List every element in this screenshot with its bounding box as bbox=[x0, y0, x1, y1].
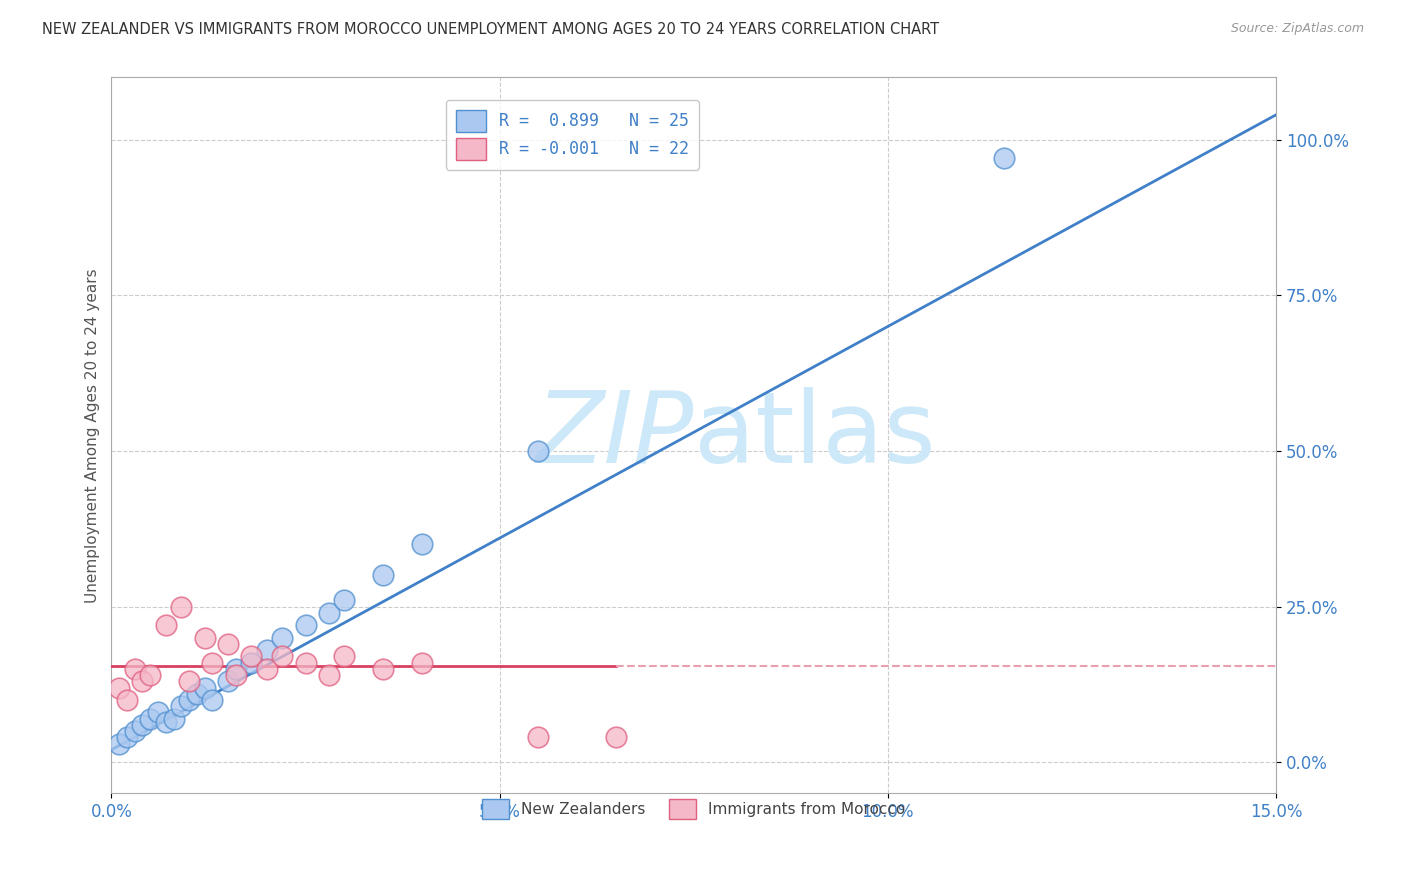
Point bbox=[333, 649, 356, 664]
Point bbox=[124, 724, 146, 739]
Point bbox=[162, 712, 184, 726]
Y-axis label: Unemployment Among Ages 20 to 24 years: Unemployment Among Ages 20 to 24 years bbox=[86, 268, 100, 603]
Point bbox=[271, 649, 294, 664]
Point bbox=[225, 668, 247, 682]
Point bbox=[256, 643, 278, 657]
Point bbox=[186, 687, 208, 701]
Point bbox=[225, 662, 247, 676]
Point bbox=[201, 656, 224, 670]
Point bbox=[333, 593, 356, 607]
Point bbox=[194, 631, 217, 645]
Point bbox=[170, 599, 193, 614]
Point bbox=[240, 656, 263, 670]
Point bbox=[155, 618, 177, 632]
Point bbox=[411, 656, 433, 670]
Point bbox=[177, 674, 200, 689]
Point bbox=[217, 674, 239, 689]
Point bbox=[108, 737, 131, 751]
Point bbox=[605, 731, 627, 745]
Point bbox=[131, 674, 153, 689]
Point bbox=[256, 662, 278, 676]
Point bbox=[146, 706, 169, 720]
Legend: New Zealanders, Immigrants from Morocco: New Zealanders, Immigrants from Morocco bbox=[475, 793, 912, 825]
Text: ZIP: ZIP bbox=[536, 387, 693, 483]
Point bbox=[294, 618, 316, 632]
Text: NEW ZEALANDER VS IMMIGRANTS FROM MOROCCO UNEMPLOYMENT AMONG AGES 20 TO 24 YEARS : NEW ZEALANDER VS IMMIGRANTS FROM MOROCCO… bbox=[42, 22, 939, 37]
Point bbox=[115, 731, 138, 745]
Point bbox=[170, 699, 193, 714]
Point bbox=[139, 668, 162, 682]
Text: atlas: atlas bbox=[693, 387, 935, 483]
Point bbox=[217, 637, 239, 651]
Point bbox=[294, 656, 316, 670]
Point bbox=[527, 444, 550, 458]
Point bbox=[373, 568, 395, 582]
Point bbox=[201, 693, 224, 707]
Point bbox=[527, 731, 550, 745]
Point bbox=[115, 693, 138, 707]
Point bbox=[240, 649, 263, 664]
Point bbox=[194, 681, 217, 695]
Text: Source: ZipAtlas.com: Source: ZipAtlas.com bbox=[1230, 22, 1364, 36]
Point bbox=[271, 631, 294, 645]
Point bbox=[131, 718, 153, 732]
Point bbox=[108, 681, 131, 695]
Point bbox=[318, 668, 340, 682]
Point bbox=[155, 714, 177, 729]
Point bbox=[318, 606, 340, 620]
Point bbox=[411, 537, 433, 551]
Point bbox=[124, 662, 146, 676]
Point bbox=[993, 152, 1015, 166]
Point bbox=[373, 662, 395, 676]
Point bbox=[139, 712, 162, 726]
Point bbox=[177, 693, 200, 707]
